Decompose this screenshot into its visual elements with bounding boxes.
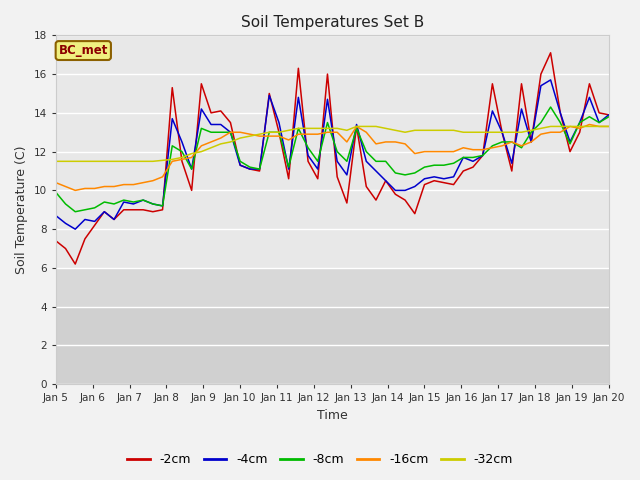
Bar [56,307,609,384]
Y-axis label: Soil Temperature (C): Soil Temperature (C) [15,145,28,274]
Legend: -2cm, -4cm, -8cm, -16cm, -32cm: -2cm, -4cm, -8cm, -16cm, -32cm [122,448,518,471]
Text: BC_met: BC_met [59,44,108,57]
Title: Soil Temperatures Set B: Soil Temperatures Set B [241,15,424,30]
Bar [56,268,609,384]
X-axis label: Time: Time [317,409,348,422]
